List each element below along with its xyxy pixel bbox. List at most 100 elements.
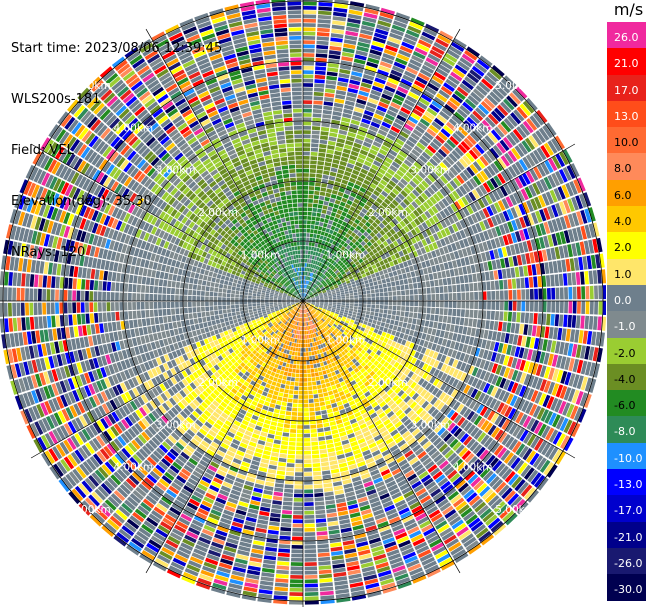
velocity-gate (314, 497, 324, 502)
velocity-gate (431, 100, 443, 110)
velocity-gate (414, 47, 428, 56)
velocity-gate (379, 229, 386, 236)
velocity-gate (307, 276, 310, 281)
velocity-gate (360, 246, 366, 253)
velocity-gate (413, 80, 426, 89)
velocity-gate (303, 44, 315, 49)
velocity-gate (324, 277, 328, 281)
velocity-gate (568, 286, 573, 300)
velocity-gate (484, 116, 496, 128)
velocity-gate (324, 92, 335, 98)
velocity-gate (430, 314, 435, 321)
velocity-gate (373, 316, 378, 321)
velocity-gate (286, 406, 292, 412)
velocity-gate (261, 381, 267, 387)
velocity-gate (397, 193, 405, 201)
velocity-gate (484, 135, 495, 147)
velocity-gate (263, 489, 273, 496)
velocity-gate (495, 259, 502, 269)
velocity-gate (379, 270, 384, 276)
velocity-gate (274, 591, 288, 596)
velocity-gate (296, 446, 303, 451)
velocity-gate (357, 288, 362, 292)
velocity-gate (304, 514, 315, 519)
velocity-gate (378, 204, 386, 212)
velocity-gate (289, 350, 293, 355)
velocity-gate (439, 263, 445, 271)
velocity-gate (351, 244, 357, 250)
velocity-gate (426, 161, 436, 170)
velocity-gate (354, 138, 364, 145)
velocity-gate (291, 351, 295, 356)
velocity-gate (344, 307, 349, 311)
velocity-gate (417, 195, 426, 204)
velocity-gate (485, 320, 490, 330)
velocity-gate (585, 301, 590, 315)
velocity-gate (342, 148, 351, 154)
velocity-gate (322, 259, 326, 264)
velocity-gate (328, 299, 333, 301)
velocity-gate (333, 203, 340, 209)
velocity-gate (297, 330, 300, 335)
velocity-gate (349, 293, 354, 296)
velocity-gate (329, 171, 337, 177)
velocity-gate (395, 315, 400, 321)
velocity-gate (339, 262, 344, 267)
velocity-gate (456, 108, 468, 119)
velocity-gate (330, 37, 343, 43)
velocity-gate (383, 48, 397, 57)
velocity-gate (265, 383, 271, 389)
velocity-gate (309, 168, 316, 174)
velocity-gate (387, 287, 392, 292)
velocity-gate (322, 222, 328, 228)
velocity-gate (356, 98, 367, 105)
velocity-gate (299, 382, 303, 387)
velocity-gate (409, 289, 414, 295)
velocity-gate (382, 313, 388, 319)
velocity-gate (388, 221, 396, 228)
velocity-gate (460, 309, 465, 317)
velocity-gate (379, 305, 384, 309)
velocity-gate (442, 315, 448, 323)
velocity-gate (581, 301, 586, 314)
velocity-gate (394, 118, 405, 126)
velocity-gate (331, 554, 344, 561)
velocity-gate (281, 401, 287, 407)
velocity-gate (320, 379, 326, 385)
velocity-gate (398, 212, 406, 220)
velocity-gate (352, 286, 357, 290)
velocity-gate (588, 270, 594, 285)
velocity-gate (312, 207, 318, 213)
velocity-gate (303, 220, 307, 224)
velocity-gate (376, 232, 383, 239)
velocity-gate (368, 225, 375, 231)
velocity-gate (330, 167, 338, 173)
velocity-gate (354, 303, 358, 307)
velocity-gate (327, 67, 339, 73)
velocity-gate (324, 302, 329, 304)
velocity-gate (330, 193, 337, 199)
velocity-gate (332, 563, 346, 569)
velocity-gate (405, 66, 419, 75)
velocity-gate (361, 145, 370, 152)
velocity-gate (361, 183, 369, 190)
velocity-gate (287, 402, 293, 407)
velocity-gate (318, 248, 323, 253)
velocity-gate (370, 214, 377, 221)
velocity-gate (303, 190, 309, 194)
velocity-gate (319, 397, 325, 402)
velocity-gate (312, 381, 317, 386)
velocity-gate (309, 268, 312, 272)
velocity-gate (332, 297, 337, 300)
velocity-gate (317, 432, 325, 437)
velocity-gate (282, 501, 293, 506)
velocity-gate (378, 15, 393, 24)
velocity-gate (326, 262, 331, 267)
velocity-gate (487, 132, 499, 144)
velocity-gate (338, 73, 350, 79)
velocity-gate (375, 186, 383, 194)
velocity-gate (324, 196, 330, 202)
velocity-gate (309, 342, 313, 347)
velocity-gate (376, 152, 386, 160)
velocity-gate (513, 109, 525, 122)
